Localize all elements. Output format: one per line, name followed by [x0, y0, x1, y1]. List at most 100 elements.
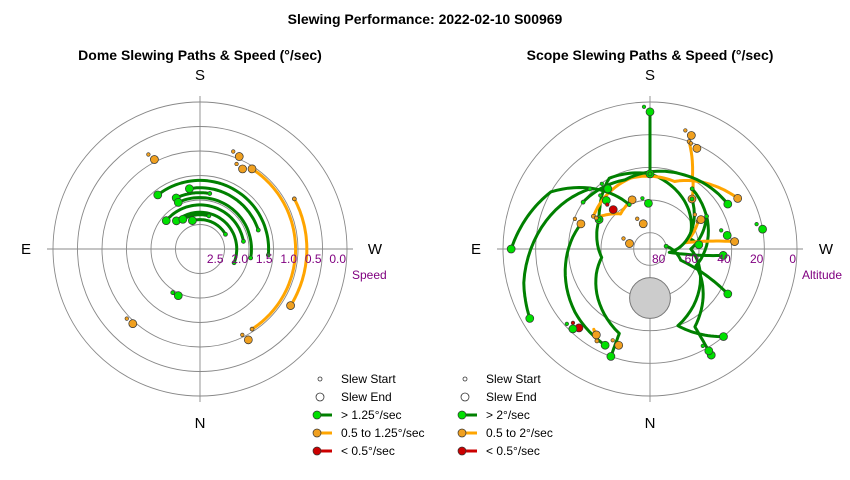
- scope-slew-end-2: [606, 352, 616, 361]
- dome-tick-label-5: 0.0: [329, 252, 346, 266]
- scope-tick-label-4: 0: [789, 252, 796, 266]
- scope-point-start-15: [700, 343, 705, 348]
- scope-legend-item-2: > 2°/sec: [457, 408, 530, 422]
- dome-legend-item-0: Slew Start: [317, 372, 396, 386]
- scope-legend-label-4: < 0.5°/sec: [486, 444, 540, 458]
- dome-slew-path-8: [190, 218, 227, 236]
- scope-point-start-13: [692, 212, 698, 217]
- dome-dir-right: W: [368, 241, 383, 258]
- dome-point-0: [234, 152, 244, 161]
- dome-slew-path-2: [174, 191, 212, 200]
- dome-legend-label-3: 0.5 to 1.25°/sec: [341, 426, 425, 440]
- dome-legend-marker-1: [315, 392, 325, 402]
- scope-slew-path-4: [591, 174, 740, 218]
- dome-chart: Dome Slewing Paths & Speed (°/sec) S N E…: [21, 47, 425, 458]
- scope-tick-label-0: 80: [652, 252, 666, 266]
- dome-slew-start-2: [207, 191, 213, 196]
- scope-legend-marker-4: [457, 446, 467, 456]
- dome-slew-start-6: [241, 238, 246, 244]
- dome-legend-marker-3: [312, 428, 322, 438]
- scope-legend-marker-3: [457, 428, 467, 438]
- dome-point-start-4: [240, 332, 245, 337]
- scope-legend: Slew Start Slew End > 2°/sec 0.5 to 2°/sec <…: [457, 372, 553, 458]
- dome-slew-end-3: [153, 190, 163, 200]
- dome-legend-marker-0: [317, 376, 323, 382]
- scope-point-start-11: [572, 216, 578, 221]
- scope-slew-start-9: [593, 215, 599, 221]
- dome-slew-end-10: [173, 291, 183, 300]
- scope-legend-item-1: Slew End: [460, 390, 537, 404]
- scope-slew-path-7: [676, 214, 725, 339]
- scope-slew-start-3: [647, 171, 653, 177]
- dome-slew-path-7: [174, 210, 239, 265]
- scope-slew-end-12: [591, 330, 601, 340]
- dome-legend-item-3: 0.5 to 1.25°/sec: [312, 426, 425, 440]
- dome-slew-start-8: [223, 231, 228, 237]
- dome-legend-marker-2: [312, 410, 322, 420]
- dome-tick-label-1: 2.0: [231, 252, 248, 266]
- scope-point-9: [722, 231, 732, 240]
- dome-point-start-0: [231, 149, 236, 154]
- dome-slew-end-1: [286, 301, 295, 310]
- scope-slew-end-13: [723, 289, 733, 299]
- scope-point-start-8: [688, 141, 694, 146]
- scope-slew-end-7: [719, 332, 728, 341]
- dome-slew-start-10: [170, 290, 176, 295]
- dome-tick-label-4: 0.5: [305, 252, 322, 266]
- scope-slew-start-6: [689, 186, 695, 192]
- scope-slew-start-11: [587, 186, 593, 192]
- dome-chart-title: Dome Slewing Paths & Speed (°/sec): [78, 47, 322, 63]
- scope-point-start-7: [683, 128, 688, 133]
- scope-ticks: 80 60 40 20 0: [652, 252, 796, 266]
- scope-legend-label-3: 0.5 to 2°/sec: [486, 426, 553, 440]
- scope-point-7: [686, 131, 696, 140]
- scope-slew-path-11: [522, 187, 592, 320]
- dome-slew-start-7: [231, 260, 237, 266]
- dome-slew-start-9: [206, 213, 212, 219]
- dome-slew-end-5: [173, 198, 183, 207]
- scope-slew-start-16: [689, 196, 695, 202]
- scope-slew-start-12: [594, 338, 600, 344]
- scope-dir-bottom: N: [645, 415, 656, 432]
- scope-chart-title: Scope Slewing Paths & Speed (°/sec): [527, 47, 774, 63]
- scope-slew-start-10: [626, 202, 632, 207]
- scope-point-start-16: [621, 236, 626, 241]
- scope-slew-start-13: [663, 243, 669, 249]
- dome-legend-label-1: Slew End: [341, 390, 392, 404]
- dome-slew-end-6: [161, 216, 171, 226]
- dome-point-1: [238, 164, 247, 174]
- scope-legend-label-2: > 2°/sec: [486, 408, 530, 422]
- dome-slew-path-4: [187, 186, 260, 232]
- page-title: Slewing Performance: 2022-02-10 S00969: [288, 11, 563, 27]
- dome-slew-end-8: [188, 216, 197, 225]
- scope-point-12: [638, 219, 648, 229]
- scope-tick-label-1: 60: [685, 252, 699, 266]
- dome-legend-item-4: < 0.5°/sec: [312, 444, 395, 458]
- dome-slew-path-1: [289, 197, 309, 308]
- scope-radial-label: Altitude: [802, 268, 842, 282]
- dome-slew-path-0: [250, 167, 298, 331]
- scope-point-8: [692, 143, 702, 153]
- scope-legend-item-0: Slew Start: [462, 372, 541, 386]
- dome-point-2: [150, 155, 159, 164]
- scope-point-15: [704, 346, 714, 356]
- scope-point-start-10: [754, 222, 759, 227]
- scope-dir-top: S: [645, 67, 655, 84]
- scope-point-start-3: [605, 202, 610, 207]
- dome-legend-marker-4: [312, 446, 322, 456]
- scope-slew-path-6: [690, 187, 713, 357]
- dome-point-4: [243, 335, 253, 345]
- dome-tick-label-2: 1.5: [256, 252, 273, 266]
- dome-ticks: 2.5 2.0 1.5 1.0 0.5 0.0: [207, 252, 347, 266]
- dome-slew-end-0: [247, 164, 257, 174]
- scope-tick-label-2: 40: [717, 252, 731, 266]
- scope-chart: Scope Slewing Paths & Speed (°/sec) S N …: [457, 47, 842, 458]
- scope-slew-path-16: [667, 197, 725, 258]
- dome-legend: Slew Start Slew End > 1.25°/sec 0.5 to 1.25…: [312, 372, 425, 458]
- scope-point-start-2: [598, 193, 603, 198]
- scope-legend-label-0: Slew Start: [486, 372, 541, 386]
- scope-point-11: [576, 219, 586, 229]
- scope-slew-end-9: [627, 195, 637, 205]
- scope-slew-end-10: [506, 244, 516, 254]
